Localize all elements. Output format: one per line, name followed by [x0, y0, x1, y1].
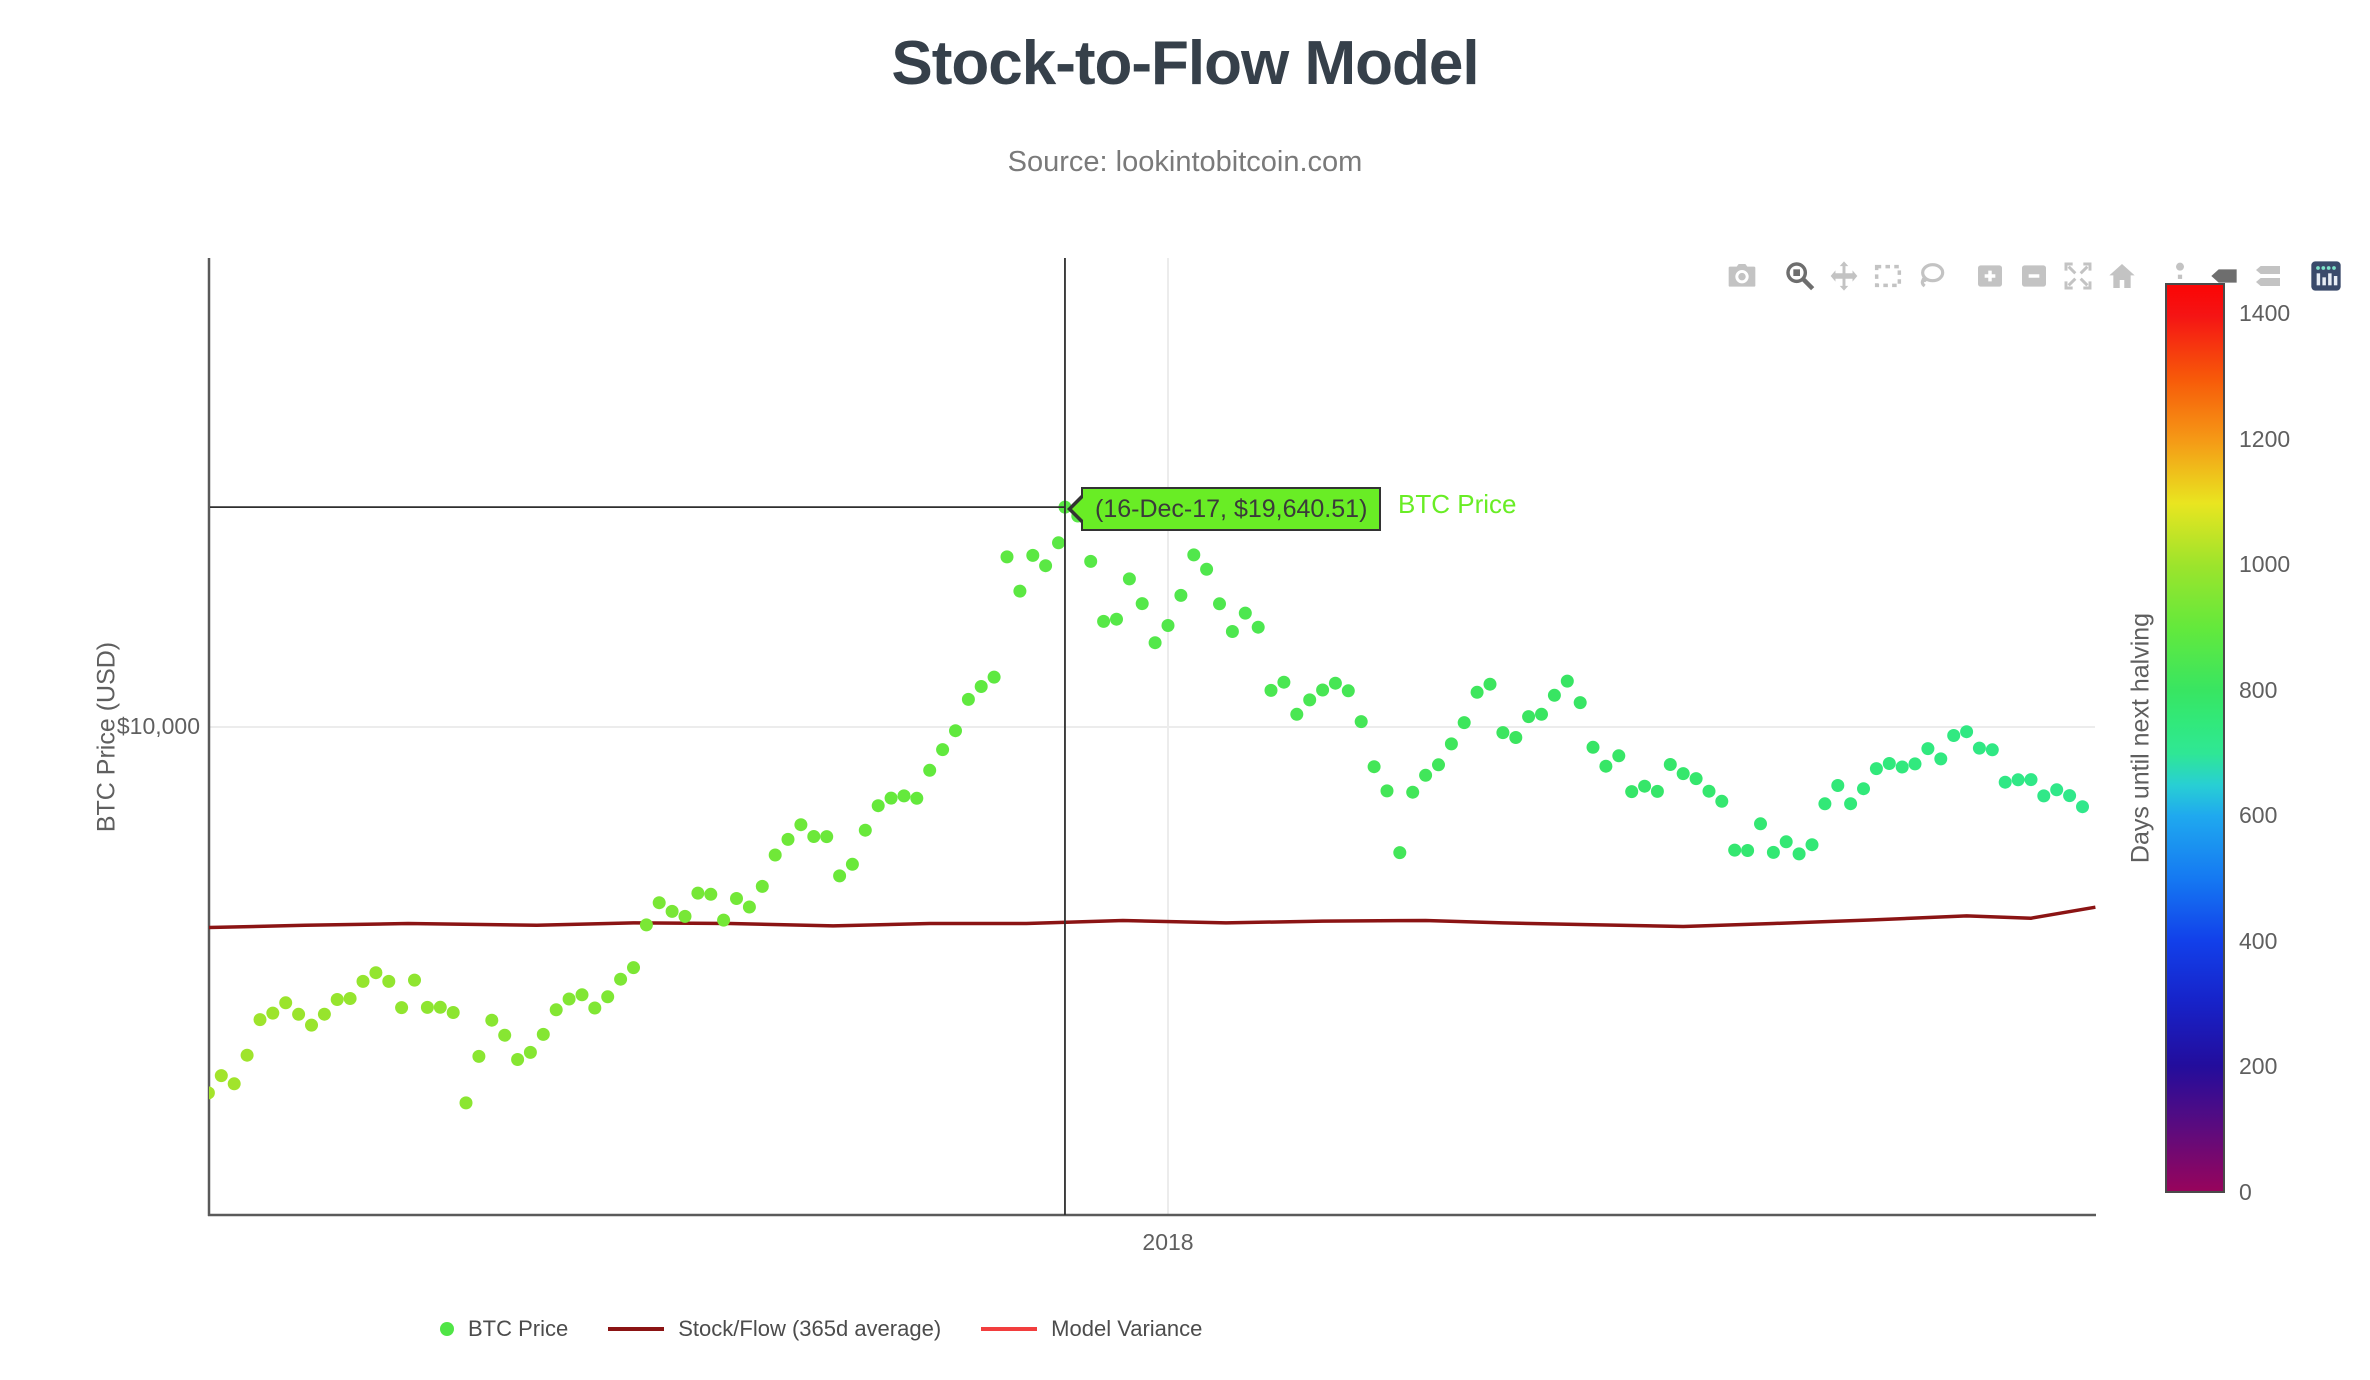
legend-marker-line	[981, 1327, 1038, 1331]
legend-item-label: BTC Price	[468, 1316, 569, 1341]
reset-axes-icon[interactable]	[2106, 260, 2138, 292]
modebar	[1714, 260, 2342, 292]
legend-item-btc-price[interactable]: BTC Price	[440, 1316, 568, 1342]
legend-item-label: Model Variance	[1051, 1316, 1203, 1341]
legend-item-stock-flow-365d-average[interactable]: Stock/Flow (365d average)	[608, 1316, 941, 1342]
page-subtitle: Source: lookintobitcoin.com	[1007, 146, 1363, 178]
hover-tooltip: (16-Dec-17, $19,640.51)	[1081, 487, 1382, 531]
autoscale-icon[interactable]	[2062, 260, 2094, 292]
colorbar-tick-label: 800	[2239, 676, 2278, 703]
legend: BTC Price Stock/Flow (365d average) Model …	[440, 1316, 1242, 1342]
stockflow-line	[209, 905, 2096, 930]
colorbar	[2165, 283, 2225, 1193]
colorbar-tick-label: 1200	[2239, 425, 2291, 452]
hover-closest-icon[interactable]	[2208, 260, 2240, 292]
zoom-out-icon[interactable]	[2018, 260, 2050, 292]
colorbar-tick-label: 0	[2239, 1179, 2252, 1205]
colorbar-tick-label: 1400	[2239, 300, 2291, 327]
colorbar-tick-label: 400	[2239, 927, 2278, 954]
colorbar-title: Days until next halving	[2126, 612, 2155, 864]
pan-icon[interactable]	[1828, 260, 1860, 292]
colorbar-tick-label: 1000	[2239, 551, 2291, 578]
page-title: Stock-to-Flow Model	[891, 29, 1479, 98]
zoom-icon[interactable]	[1784, 260, 1816, 292]
legend-marker-dot	[440, 1322, 454, 1336]
plotly-logo[interactable]	[2310, 260, 2342, 292]
legend-item-label: Stock/Flow (365d average)	[678, 1316, 942, 1341]
colorbar-tick-label: 200	[2239, 1053, 2278, 1080]
colorbar-tick-label: 600	[2239, 802, 2278, 829]
zoom-in-icon[interactable]	[1974, 260, 2006, 292]
hover-trace-label: BTC Price	[1398, 489, 1517, 519]
box-select-icon[interactable]	[1872, 260, 1904, 292]
hover-compare-icon[interactable]	[2252, 260, 2284, 292]
lasso-select-icon[interactable]	[1916, 260, 1948, 292]
btc-price-dots	[209, 500, 2089, 1110]
legend-item-model-variance[interactable]: Model Variance	[981, 1316, 1202, 1342]
y-tick-label: $10,000	[116, 713, 200, 739]
legend-marker-line	[608, 1327, 665, 1331]
camera-icon[interactable]	[1726, 260, 1758, 292]
x-tick-label: 2018	[1142, 1229, 1194, 1255]
